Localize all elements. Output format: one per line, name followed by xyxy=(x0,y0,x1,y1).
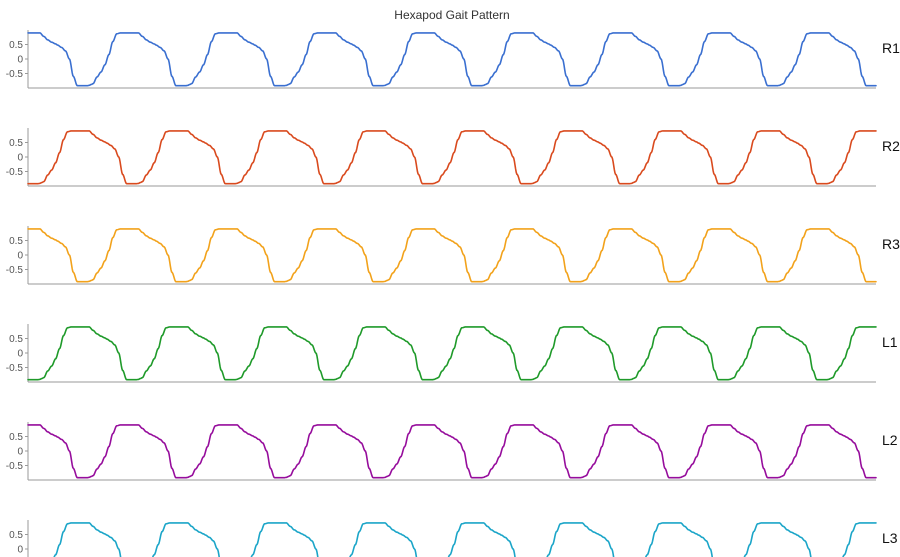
series-line-r1 xyxy=(27,32,877,87)
y-tick-label: 0.5 xyxy=(9,432,23,443)
y-tick-label: -0.5 xyxy=(6,167,24,178)
chart-title: Hexapod Gait Pattern xyxy=(394,8,509,22)
row-l2: 0.5 0 -0.5 L2 xyxy=(6,422,898,481)
y-tick-label: 0 xyxy=(17,545,23,556)
row-r1: 0.5 0 -0.5 R1 xyxy=(6,30,900,89)
series-label-r2: R2 xyxy=(882,138,900,154)
y-tick-label: -0.5 xyxy=(6,363,24,374)
series-label-r3: R3 xyxy=(882,236,900,252)
y-tick-label: 0 xyxy=(17,55,23,66)
row-r3: 0.5 0 -0.5 R3 xyxy=(6,226,900,285)
series-line-r3 xyxy=(27,228,877,283)
row-l1: 0.5 0 -0.5 L1 xyxy=(6,324,898,383)
y-tick-label: 0 xyxy=(17,251,23,262)
y-tick-label: 0.5 xyxy=(9,138,23,149)
y-tick-label: 0.5 xyxy=(9,40,23,51)
y-tick-label: 0.5 xyxy=(9,334,23,345)
y-tick-label: -0.5 xyxy=(6,69,24,80)
series-label-r1: R1 xyxy=(882,40,900,56)
series-line-r2 xyxy=(27,130,877,185)
row-r2: 0.5 0 -0.5 R2 xyxy=(6,128,900,187)
row-l3: 0.50-0.5L3 xyxy=(9,520,898,557)
series-line-l2 xyxy=(27,424,877,479)
chart-rows: 0.5 0 -0.5 R1 0.5 0 -0.5 R2 0.5 0 -0.5 R3 0.5 0 -0.5 L1… xyxy=(6,30,900,557)
series-label-l2: L2 xyxy=(882,432,898,448)
y-tick-label: -0.5 xyxy=(6,461,24,472)
y-tick-label: 0 xyxy=(17,447,23,458)
y-tick-label: -0.5 xyxy=(6,265,24,276)
series-label-l1: L1 xyxy=(882,334,898,350)
y-tick-label: 0.5 xyxy=(9,530,23,541)
y-tick-label: 0 xyxy=(17,153,23,164)
y-tick-label: 0 xyxy=(17,349,23,360)
series-line-l1 xyxy=(27,326,877,381)
y-tick-label: 0.5 xyxy=(9,236,23,247)
series-label-l3: L3 xyxy=(882,530,898,546)
series-line-l3 xyxy=(53,522,877,557)
